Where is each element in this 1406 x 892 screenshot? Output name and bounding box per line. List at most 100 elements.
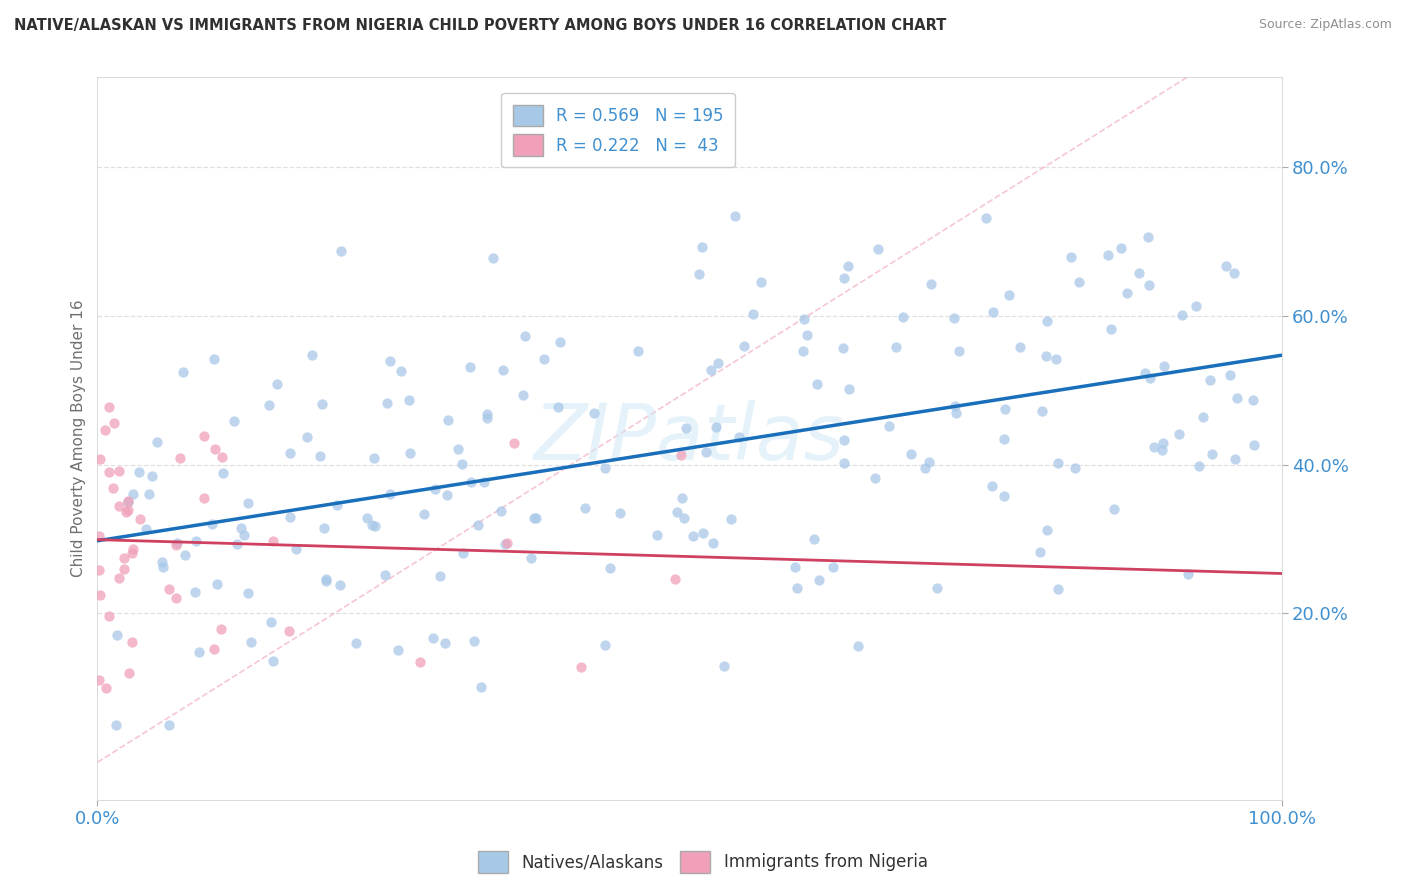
Point [138, 487, 160, 501]
Point [666, 505, 689, 519]
Point [720, 512, 742, 526]
Point [1139, 371, 1161, 385]
Point [948, 343, 970, 358]
Point [1143, 440, 1166, 454]
Point [108, 571, 131, 585]
Point [491, 363, 513, 377]
Point [1171, 308, 1194, 322]
Point [520, 550, 543, 565]
Point [690, 240, 713, 254]
Point [981, 305, 1004, 319]
Point [1047, 582, 1070, 596]
Point [460, 475, 482, 490]
Point [173, 549, 195, 563]
Point [108, 500, 131, 514]
Point [165, 591, 187, 606]
Point [1031, 404, 1053, 418]
Point [363, 450, 385, 465]
Point [117, 503, 139, 517]
Point [1046, 456, 1069, 470]
Point [262, 654, 284, 668]
Point [489, 504, 512, 518]
Point [1060, 250, 1083, 264]
Point [599, 561, 621, 575]
Point [309, 449, 332, 463]
Point [98, 466, 121, 480]
Point [266, 376, 288, 391]
Point [1188, 459, 1211, 474]
Point [993, 489, 1015, 503]
Point [375, 396, 398, 410]
Point [512, 388, 534, 402]
Point [1099, 322, 1122, 336]
Point [409, 655, 432, 669]
Point [547, 401, 569, 415]
Point [1035, 349, 1057, 363]
Point [89, 588, 111, 602]
Point [121, 546, 143, 560]
Point [315, 574, 337, 588]
Point [1010, 340, 1032, 354]
Point [278, 446, 301, 460]
Point [329, 578, 352, 592]
Point [141, 469, 163, 483]
Point [169, 451, 191, 466]
Point [891, 310, 914, 325]
Legend: R = 0.569   N = 195, R = 0.222   N =  43: R = 0.569 N = 195, R = 0.222 N = 43 [502, 93, 735, 168]
Point [105, 628, 128, 642]
Point [425, 482, 447, 496]
Point [262, 534, 284, 549]
Point [1133, 366, 1156, 380]
Point [582, 405, 605, 419]
Point [609, 506, 631, 520]
Point [1116, 285, 1139, 300]
Y-axis label: Child Poverty Among Boys Under 16: Child Poverty Among Boys Under 16 [72, 300, 86, 577]
Point [1177, 567, 1199, 582]
Point [1067, 276, 1090, 290]
Point [884, 340, 907, 354]
Point [1152, 436, 1174, 450]
Point [150, 555, 173, 569]
Point [993, 433, 1015, 447]
Point [159, 582, 181, 597]
Point [451, 457, 474, 471]
Point [707, 356, 730, 370]
Point [315, 572, 337, 586]
Point [806, 377, 828, 392]
Point [98, 608, 121, 623]
Legend: Natives/Alaskans, Immigrants from Nigeria: Natives/Alaskans, Immigrants from Nigeri… [471, 845, 935, 880]
Point [434, 636, 457, 650]
Point [994, 402, 1017, 417]
Point [344, 636, 367, 650]
Point [257, 398, 280, 412]
Point [87, 563, 110, 577]
Point [1219, 368, 1241, 383]
Point [94, 423, 117, 437]
Point [436, 488, 458, 502]
Point [97, 400, 120, 414]
Point [793, 311, 815, 326]
Point [387, 643, 409, 657]
Point [122, 487, 145, 501]
Point [524, 511, 547, 525]
Point [117, 665, 139, 680]
Point [187, 645, 209, 659]
Point [671, 491, 693, 506]
Point [713, 659, 735, 673]
Point [429, 569, 451, 583]
Point [301, 348, 323, 362]
Point [398, 446, 420, 460]
Point [398, 392, 420, 407]
Point [475, 411, 498, 425]
Point [1137, 277, 1160, 292]
Point [211, 450, 233, 465]
Point [260, 615, 283, 630]
Point [204, 442, 226, 457]
Point [803, 533, 825, 547]
Point [236, 586, 259, 600]
Point [548, 335, 571, 350]
Point [121, 634, 143, 648]
Point [470, 680, 492, 694]
Point [1168, 426, 1191, 441]
Point [1109, 241, 1132, 255]
